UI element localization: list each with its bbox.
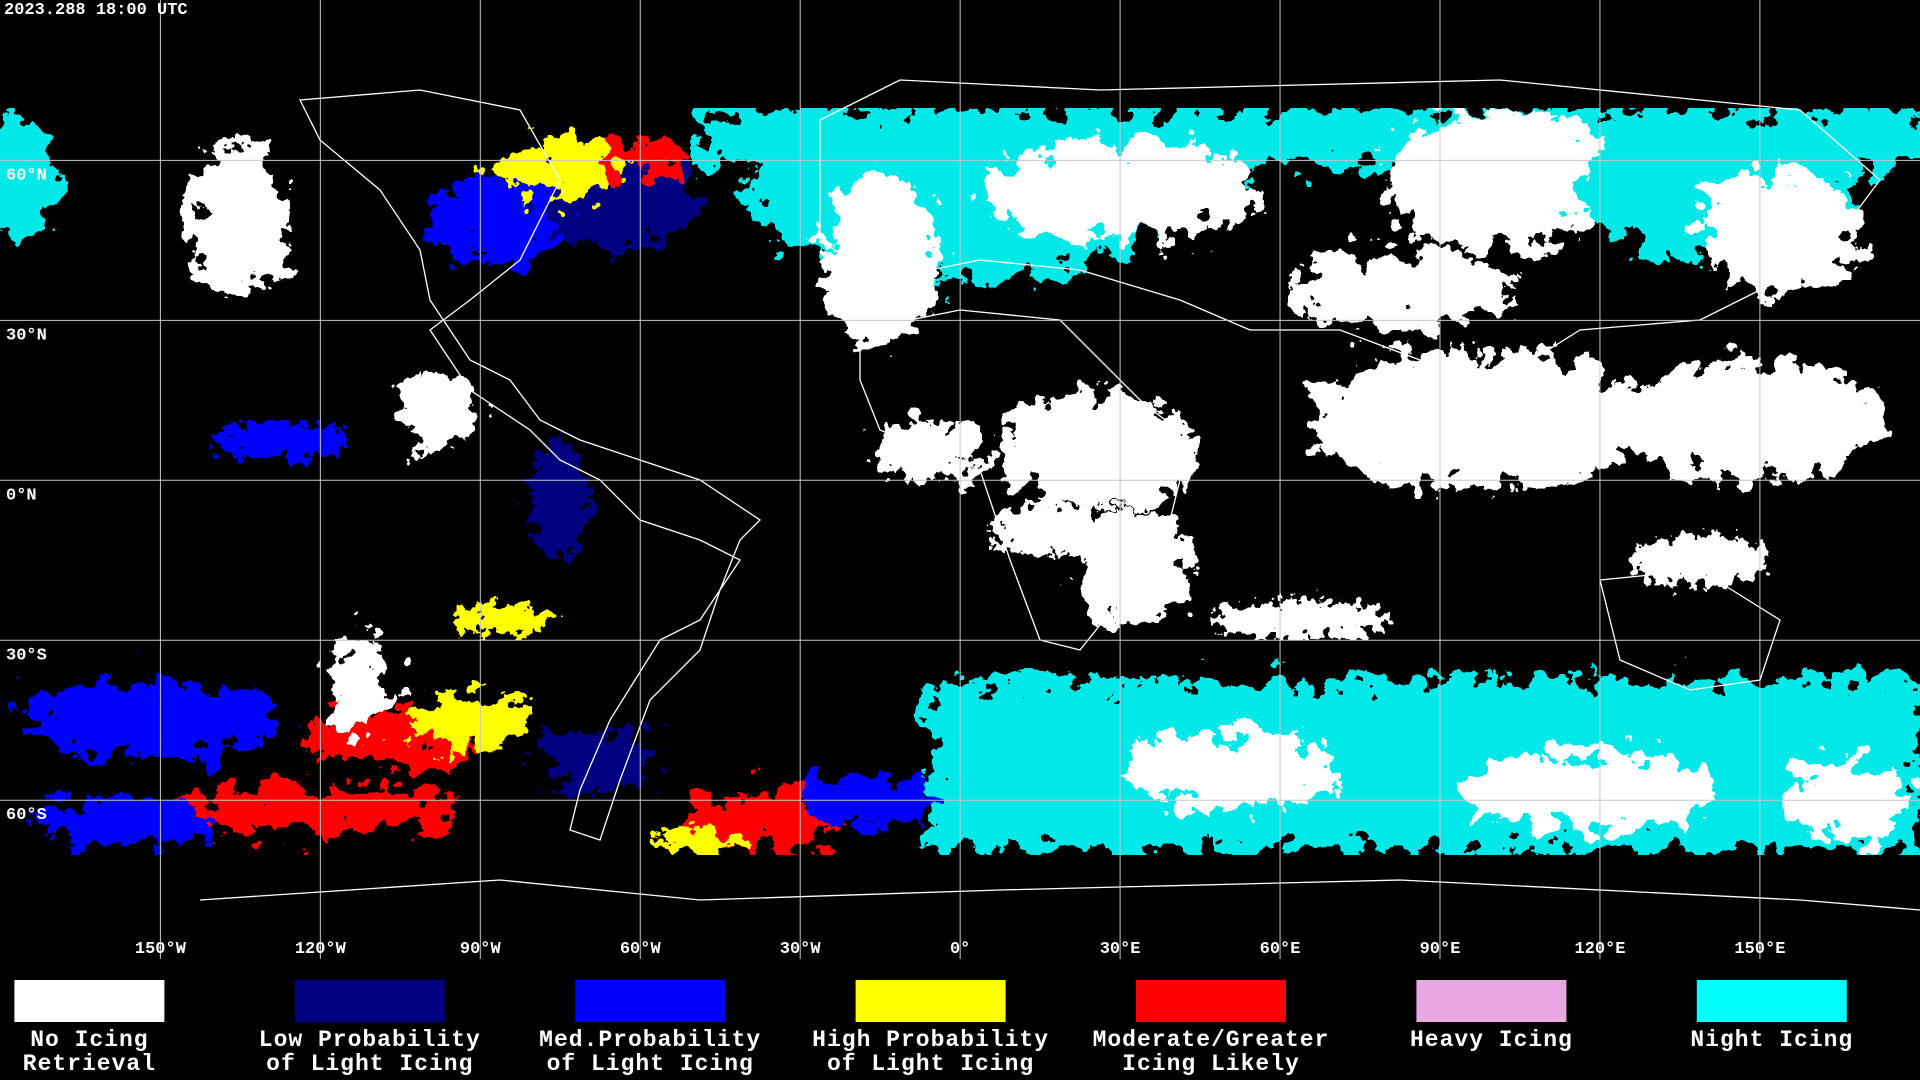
longitude-label: 30°E	[1100, 940, 1141, 959]
longitude-label: 90°E	[1420, 940, 1461, 959]
latitude-label: 0°N	[6, 486, 37, 505]
legend-label: Heavy Icing	[1410, 1027, 1573, 1053]
legend-label: Low Probability	[259, 1027, 481, 1053]
legend-swatch	[1416, 980, 1567, 1022]
legend-label: of Light Icing	[827, 1051, 1034, 1077]
legend-label: of Light Icing	[547, 1051, 754, 1077]
longitude-label: 60°W	[620, 940, 662, 959]
latitude-label: 60°S	[6, 806, 47, 825]
longitude-label: 0°	[950, 940, 970, 959]
legend-swatch	[14, 980, 165, 1022]
coastlines	[199, 79, 1920, 911]
legend-label: High Probability	[812, 1027, 1049, 1053]
legend-swatch	[1136, 980, 1286, 1022]
timestamp: 2023.288 18:00 UTC	[4, 1, 188, 20]
legend-swatch	[575, 980, 726, 1022]
graticule: 150°W 120°W 90°W 60°W 30°W 0° 30°E 60°E 90°E 120°…	[0, 0, 1920, 959]
legend-label: Med.Probability	[539, 1027, 761, 1053]
legend-label: Moderate/Greater	[1093, 1027, 1330, 1053]
legend-label: Retrieval	[23, 1051, 156, 1077]
longitude-label: 120°W	[295, 940, 347, 959]
longitude-label: 150°W	[135, 940, 187, 959]
legend-label: No Icing	[30, 1027, 148, 1053]
latitude-label: 60°N	[6, 166, 47, 185]
legend-swatch	[1696, 980, 1847, 1022]
legend-swatch	[855, 980, 1006, 1022]
longitude-label: 30°W	[780, 940, 822, 959]
cloud-imagery	[0, 108, 1920, 855]
latitude-label: 30°S	[6, 646, 47, 665]
cloud-speckle	[210, 420, 1770, 640]
legend-label: of Light Icing	[266, 1051, 473, 1077]
legend-swatch	[294, 980, 445, 1022]
legend-label: Icing Likely	[1122, 1051, 1300, 1077]
legend-label: Night Icing	[1690, 1027, 1853, 1053]
longitude-label: 120°E	[1574, 940, 1625, 959]
longitude-label: 150°E	[1734, 940, 1785, 959]
longitude-label: 90°W	[460, 940, 502, 959]
latitude-label: 30°N	[6, 326, 47, 345]
longitude-label: 60°E	[1260, 940, 1301, 959]
